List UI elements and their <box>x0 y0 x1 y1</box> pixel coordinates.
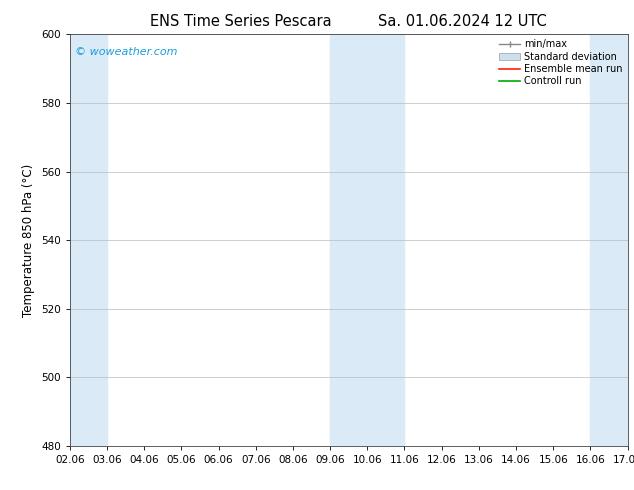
Y-axis label: Temperature 850 hPa (°C): Temperature 850 hPa (°C) <box>22 164 36 317</box>
Bar <box>330 34 404 446</box>
Bar <box>590 34 628 446</box>
Text: ENS Time Series Pescara: ENS Time Series Pescara <box>150 14 332 29</box>
Text: © woweather.com: © woweather.com <box>75 47 178 57</box>
Text: Sa. 01.06.2024 12 UTC: Sa. 01.06.2024 12 UTC <box>378 14 547 29</box>
Legend: min/max, Standard deviation, Ensemble mean run, Controll run: min/max, Standard deviation, Ensemble me… <box>496 36 626 89</box>
Bar <box>70 34 107 446</box>
